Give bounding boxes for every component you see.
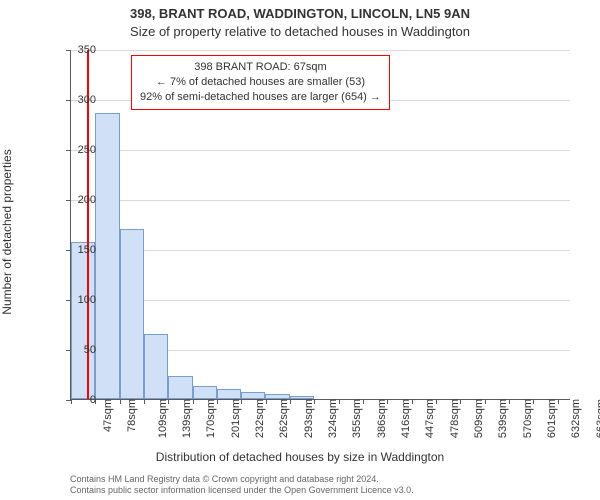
- plot-area: 47sqm78sqm109sqm139sqm170sqm201sqm232sqm…: [70, 50, 570, 400]
- histogram-bar: [217, 389, 241, 399]
- y-tick-label: 250: [56, 144, 96, 156]
- x-tick-mark: [412, 399, 413, 404]
- x-tick-mark: [558, 399, 559, 404]
- y-tick-label: 350: [56, 44, 96, 56]
- x-tick-label: 201sqm: [230, 399, 242, 438]
- gridline: [71, 50, 570, 51]
- x-axis-title: Distribution of detached houses by size …: [0, 450, 600, 464]
- x-tick-mark: [193, 399, 194, 404]
- annotation-box: 398 BRANT ROAD: 67sqm← 7% of detached ho…: [131, 55, 390, 110]
- x-tick-mark: [290, 399, 291, 404]
- page-title: 398, BRANT ROAD, WADDINGTON, LINCOLN, LN…: [0, 6, 600, 21]
- x-tick-label: 447sqm: [424, 399, 436, 438]
- y-tick-label: 200: [56, 194, 96, 206]
- x-tick-mark: [144, 399, 145, 404]
- histogram-bar: [144, 334, 168, 399]
- x-tick-label: 170sqm: [205, 399, 217, 438]
- x-tick-mark: [363, 399, 364, 404]
- x-tick-label: 570sqm: [522, 399, 534, 438]
- x-tick-label: 386sqm: [376, 399, 388, 438]
- x-tick-label: 663sqm: [595, 399, 600, 438]
- y-tick-label: 50: [56, 344, 96, 356]
- footer-line-2: Contains public sector information licen…: [70, 485, 414, 496]
- x-tick-mark: [217, 399, 218, 404]
- x-tick-label: 293sqm: [303, 399, 315, 438]
- histogram-bar: [95, 113, 119, 399]
- x-tick-mark: [485, 399, 486, 404]
- x-tick-label: 355sqm: [351, 399, 363, 438]
- x-tick-mark: [266, 399, 267, 404]
- x-tick-mark: [460, 399, 461, 404]
- x-tick-mark: [314, 399, 315, 404]
- x-tick-mark: [533, 399, 534, 404]
- gridline: [71, 300, 570, 301]
- x-tick-mark: [509, 399, 510, 404]
- y-tick-label: 0: [56, 394, 96, 406]
- x-tick-label: 109sqm: [157, 399, 169, 438]
- x-tick-label: 262sqm: [278, 399, 290, 438]
- gridline: [71, 150, 570, 151]
- x-tick-mark: [387, 399, 388, 404]
- histogram-bar: [241, 392, 265, 399]
- x-tick-mark: [436, 399, 437, 404]
- x-tick-mark: [241, 399, 242, 404]
- x-tick-label: 324sqm: [327, 399, 339, 438]
- x-tick-label: 232sqm: [254, 399, 266, 438]
- y-tick-label: 150: [56, 244, 96, 256]
- x-tick-label: 478sqm: [449, 399, 461, 438]
- x-tick-label: 139sqm: [181, 399, 193, 438]
- x-tick-label: 632sqm: [570, 399, 582, 438]
- footer-line-1: Contains HM Land Registry data © Crown c…: [70, 474, 414, 485]
- footer: Contains HM Land Registry data © Crown c…: [70, 474, 414, 497]
- chart-container: 398, BRANT ROAD, WADDINGTON, LINCOLN, LN…: [0, 0, 600, 500]
- x-tick-label: 47sqm: [102, 399, 114, 432]
- histogram-bar: [120, 229, 144, 399]
- x-tick-mark: [120, 399, 121, 404]
- x-tick-label: 539sqm: [497, 399, 509, 438]
- histogram-bar: [71, 242, 95, 399]
- x-tick-label: 78sqm: [126, 399, 138, 432]
- y-tick-label: 300: [56, 94, 96, 106]
- histogram-bar: [193, 386, 217, 399]
- page-subtitle: Size of property relative to detached ho…: [0, 24, 600, 39]
- annotation-line: 92% of semi-detached houses are larger (…: [140, 90, 381, 105]
- gridline: [71, 200, 570, 201]
- annotation-line: ← 7% of detached houses are smaller (53): [140, 75, 381, 90]
- x-tick-mark: [339, 399, 340, 404]
- gridline: [71, 250, 570, 251]
- x-tick-label: 509sqm: [473, 399, 485, 438]
- annotation-line: 398 BRANT ROAD: 67sqm: [140, 60, 381, 75]
- x-tick-label: 416sqm: [400, 399, 412, 438]
- x-tick-mark: [168, 399, 169, 404]
- x-tick-label: 601sqm: [546, 399, 558, 438]
- histogram-bar: [168, 376, 192, 399]
- y-axis-title: Number of detached properties: [0, 149, 14, 314]
- y-tick-label: 100: [56, 294, 96, 306]
